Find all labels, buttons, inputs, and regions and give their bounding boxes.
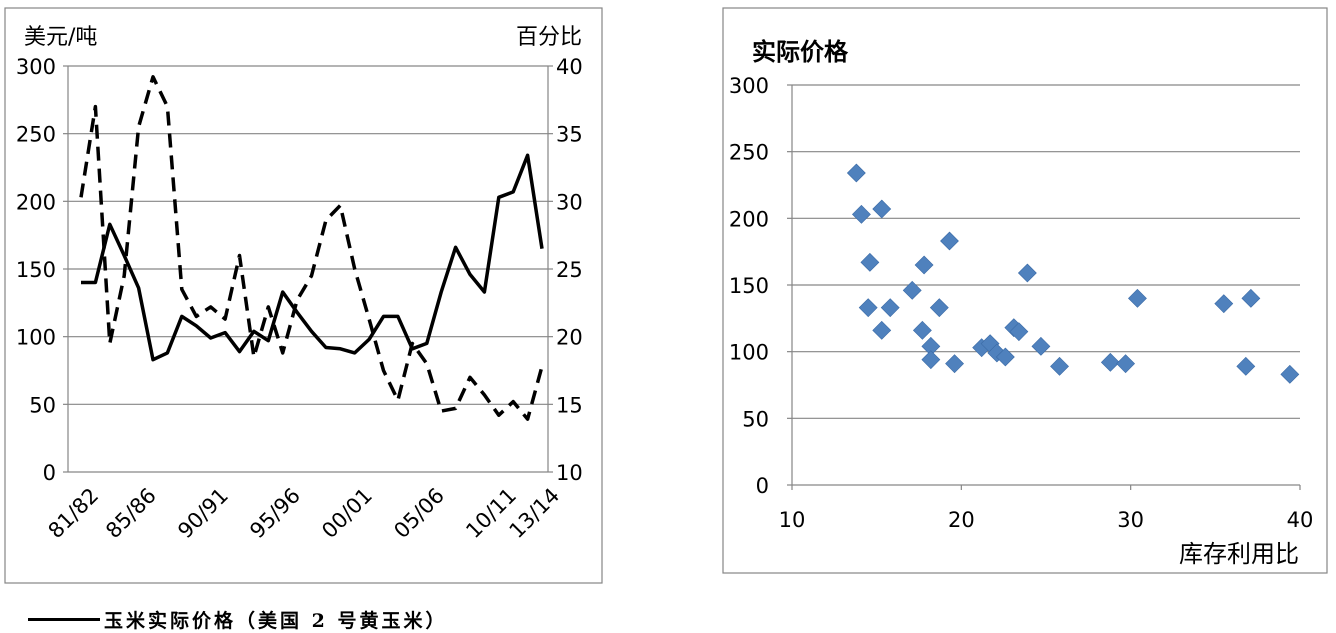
scatter-point <box>872 320 892 340</box>
left-axis-tick-labels: 0 50 100 150 200 250 300 <box>16 55 56 485</box>
right-axis-title: 百分比 <box>516 25 582 50</box>
scatter-point <box>860 252 880 272</box>
scatter-point <box>902 280 922 300</box>
scatter-point <box>1280 364 1300 384</box>
scatter-point <box>1009 322 1029 342</box>
scatter-point <box>1128 288 1147 308</box>
right-tick-label: 25 <box>556 258 583 282</box>
left-tick-label: 150 <box>16 258 56 282</box>
line-series-group <box>79 75 544 421</box>
left-tick-label: 100 <box>16 326 56 350</box>
scatter-point <box>858 298 878 318</box>
right-tick-label: 40 <box>556 55 583 79</box>
scatter-point <box>912 320 932 340</box>
price-series-line <box>81 153 544 362</box>
scatter-point <box>852 204 871 224</box>
line-chart-axes <box>63 65 553 473</box>
left-tick-label: 300 <box>16 55 56 79</box>
scatter-point <box>995 347 1015 367</box>
scatter-point <box>872 199 892 219</box>
y-tick-label: 100 <box>729 341 769 365</box>
y-tick-label: 0 <box>756 474 769 498</box>
scatter-point <box>880 298 900 318</box>
scatter-chart: 0 50 100 150 200 250 300 10 20 30 40 实际价格 库存利用比 <box>722 7 1328 574</box>
scatter-point <box>940 231 959 251</box>
scatter-point <box>921 350 941 370</box>
right-tick-label: 20 <box>556 326 583 350</box>
scatter-point <box>1236 356 1256 376</box>
scatter-point <box>945 354 964 374</box>
y-tick-label: 300 <box>729 74 769 98</box>
scatter-point <box>1241 288 1261 308</box>
scatter-y-tick-labels: 0 50 100 150 200 250 300 <box>729 74 769 498</box>
left-tick-label: 200 <box>16 190 56 214</box>
chart-legend: 玉米实际价格（美国 2 号黄玉米） <box>28 606 447 632</box>
right-tick-label: 35 <box>556 123 583 147</box>
scatter-point <box>1050 356 1069 376</box>
scatter-chart-frame <box>722 7 1328 574</box>
x-tick-label: 10 <box>779 508 806 532</box>
scatter-point <box>1031 336 1051 356</box>
scatter-y-axis-title: 实际价格 <box>752 38 849 66</box>
left-axis-title: 美元/吨 <box>24 25 97 50</box>
scatter-point <box>929 298 949 318</box>
right-tick-label: 15 <box>556 393 583 417</box>
scatter-chart-axes <box>787 84 1301 490</box>
scatter-point <box>1017 263 1037 283</box>
scatter-x-tick-labels: 10 20 30 40 <box>779 508 1314 532</box>
x-tick-label: 20 <box>948 508 975 532</box>
right-tick-label: 30 <box>556 190 583 214</box>
left-tick-label: 0 <box>43 461 56 485</box>
scatter-point <box>1116 354 1136 374</box>
y-tick-label: 50 <box>742 407 769 431</box>
y-tick-label: 150 <box>729 274 769 298</box>
dashed-series-line <box>79 75 544 421</box>
x-tick-label: 30 <box>1117 508 1144 532</box>
x-tick-label: 40 <box>1287 508 1314 532</box>
right-tick-label: 10 <box>556 461 583 485</box>
scatter-point <box>846 163 866 183</box>
y-tick-label: 250 <box>729 141 769 165</box>
y-tick-label: 200 <box>729 207 769 231</box>
scatter-x-axis-title: 库存利用比 <box>1179 540 1299 568</box>
legend-solid-line-swatch <box>28 617 100 621</box>
left-tick-label: 50 <box>29 393 56 417</box>
line-chart-frame <box>4 7 603 584</box>
scatter-point <box>1214 294 1234 314</box>
scatter-chart-gridlines <box>792 84 1300 419</box>
left-tick-label: 250 <box>16 123 56 147</box>
scatter-points-group <box>846 163 1300 384</box>
legend-label: 玉米实际价格（美国 2 号黄玉米） <box>104 609 448 632</box>
scatter-point <box>914 255 934 275</box>
right-axis-tick-labels: 10 15 20 25 30 35 40 <box>556 55 583 485</box>
scatter-point <box>1100 352 1120 372</box>
